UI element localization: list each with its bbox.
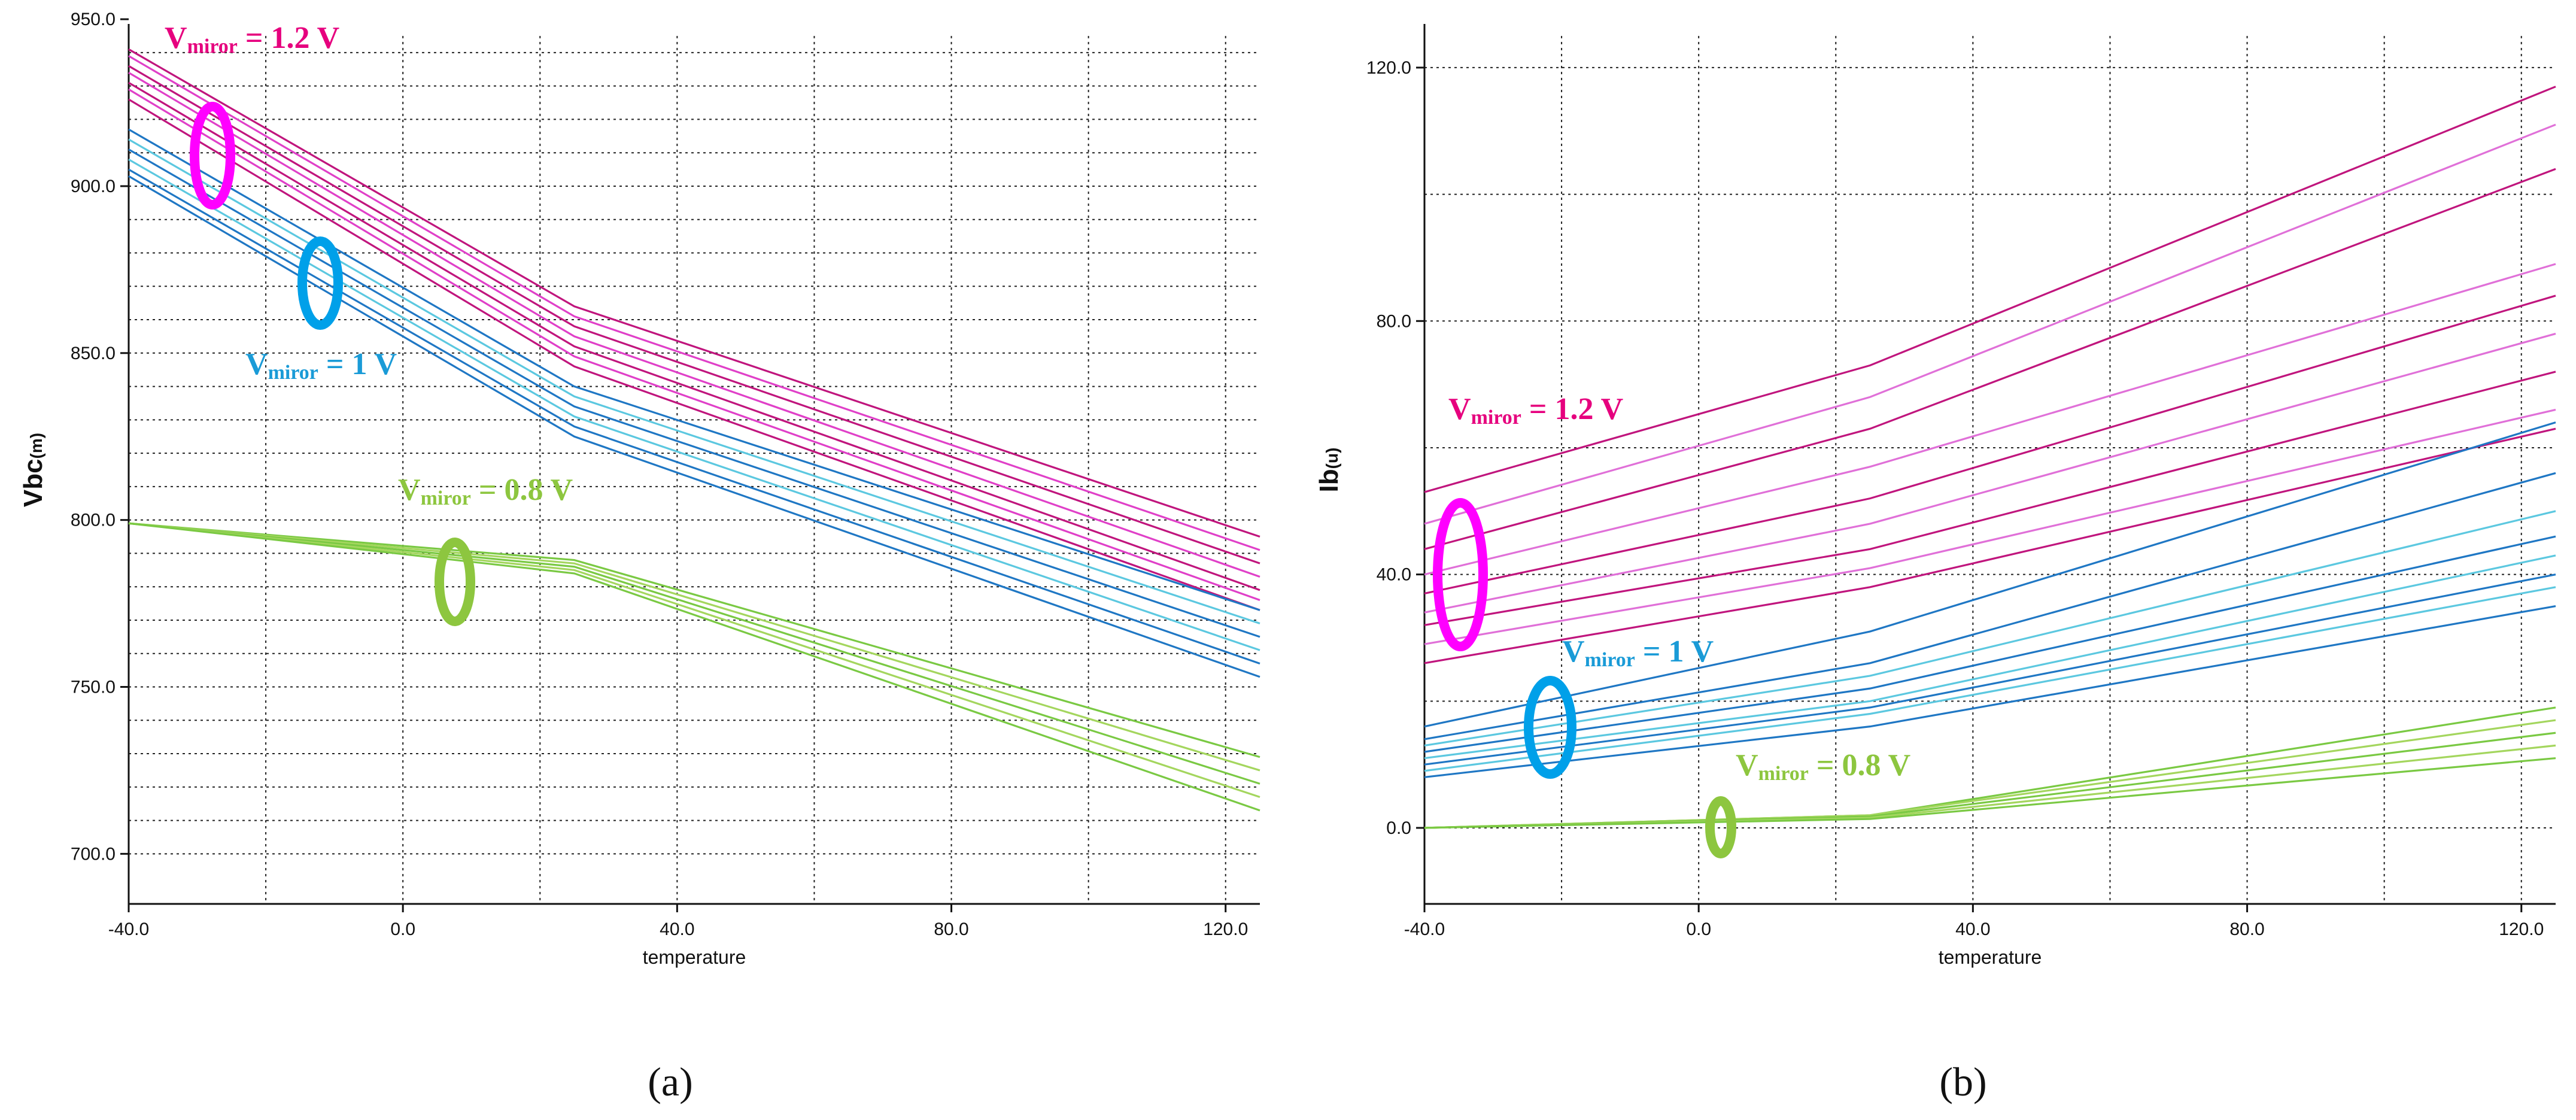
group-annotation: Vmiror = 1.2 V — [165, 21, 339, 57]
x-tick-label: 80.0 — [934, 919, 968, 939]
y-tick-label: 40.0 — [1377, 565, 1411, 585]
group-ellipse-marker — [190, 102, 235, 210]
annotation-rest: = 0.8 V — [1809, 748, 1910, 782]
series-line-group2-0 — [1424, 706, 2556, 829]
x-tick-label: 0.0 — [1686, 919, 1711, 939]
series-line-group0-0 — [128, 48, 1260, 538]
series-line-group0-6 — [128, 98, 1260, 611]
x-tick-label: 120.0 — [1203, 919, 1248, 939]
series-line-group0-6 — [1424, 371, 2556, 626]
annotation-main: V — [1736, 748, 1758, 782]
annotation-main: V — [1448, 392, 1471, 426]
series-lines — [1424, 86, 2556, 829]
group-annotation: Vmiror = 1.2 V — [1448, 392, 1623, 429]
series-line-group0-1 — [1424, 123, 2556, 525]
series-line-group2-0 — [128, 522, 1260, 758]
x-tick-label: 40.0 — [660, 919, 694, 939]
y-tick-label: 0.0 — [1386, 818, 1411, 838]
series-line-group1-4 — [128, 168, 1260, 664]
y-tick-label: 800.0 — [71, 511, 116, 530]
y-tick-label: 950.0 — [71, 10, 116, 29]
y-axis-label-unit: (m) — [27, 433, 45, 459]
chart-panel-a: 700.0 750.0 800.0 850.0 900.0 950.0 -40.0 0.0 40… — [19, 10, 1260, 968]
grid — [1424, 36, 2556, 904]
series-line-group0-8 — [1424, 427, 2556, 664]
series-line-group1-0 — [128, 128, 1260, 611]
group-annotation: Vmiror = 1 V — [1562, 635, 1714, 671]
series-line-group1-1 — [128, 138, 1260, 625]
series-line-group0-3 — [128, 71, 1260, 578]
y-axis-label-main: Vbc — [19, 459, 48, 507]
annotation-main: V — [398, 473, 421, 507]
x-axis-label: temperature — [1939, 946, 2042, 968]
series-line-group0-3 — [1424, 263, 2556, 576]
annotation-sub: miror — [268, 362, 318, 384]
series-line-group1-3 — [128, 158, 1260, 651]
annotation-rest: = 1.2 V — [238, 21, 339, 55]
y-axis-label: Ib(u) — [1314, 448, 1344, 493]
annotation-sub: miror — [421, 487, 471, 509]
x-tick-label: -40.0 — [108, 919, 149, 939]
series-line-group0-4 — [1424, 295, 2556, 594]
series-line-group1-0 — [1424, 421, 2556, 728]
y-tick-label: 850.0 — [71, 344, 116, 363]
annotation-main: V — [245, 347, 268, 381]
chart-panel-b: 0.0 40.0 80.0 120.0 -40.0 0.0 40.0 80.0 120.0 tem… — [1314, 24, 2556, 968]
annotation-main: V — [1562, 635, 1585, 669]
series-line-group1-1 — [1424, 472, 2556, 740]
series-line-group2-2 — [128, 522, 1260, 785]
panel-label: (b) — [1939, 1059, 1986, 1104]
series-lines — [128, 48, 1260, 812]
y-axis-label-main: Ib — [1314, 469, 1344, 492]
series-line-group1-7 — [1424, 605, 2556, 778]
series-line-group2-3 — [128, 522, 1260, 799]
annotation-sub: miror — [1471, 406, 1521, 429]
x-axis-label: temperature — [643, 946, 746, 968]
series-line-group0-2 — [128, 65, 1260, 564]
y-axis-label-unit: (u) — [1323, 448, 1341, 469]
group-annotation: Vmiror = 1 V — [245, 347, 397, 384]
series-line-group0-2 — [1424, 168, 2556, 550]
series-line-group0-7 — [1424, 408, 2556, 645]
annotation-rest: = 0.8 V — [471, 473, 573, 507]
y-tick-label: 900.0 — [71, 177, 116, 196]
series-line-group2-4 — [1424, 757, 2556, 829]
annotation-rest: = 1.2 V — [1521, 392, 1623, 426]
group-ellipse-marker — [1705, 796, 1736, 858]
y-axis-label: Vbc(m) — [19, 433, 48, 507]
series-line-group0-0 — [1424, 86, 2556, 493]
group-ellipse-marker — [435, 538, 475, 626]
x-tick-label: -40.0 — [1404, 919, 1445, 939]
series-line-group0-5 — [128, 88, 1260, 602]
x-tick-label: 0.0 — [390, 919, 415, 939]
series-line-group2-1 — [128, 522, 1260, 772]
y-tick-label: 120.0 — [1366, 58, 1411, 78]
group-ellipse-marker — [1524, 676, 1576, 779]
series-line-group0-5 — [1424, 332, 2556, 614]
group-annotation: Vmiror = 0.8 V — [398, 473, 573, 509]
series-line-group2-2 — [1424, 732, 2556, 829]
annotation-sub: miror — [187, 35, 238, 57]
series-line-group0-1 — [128, 55, 1260, 551]
annotation-sub: miror — [1758, 763, 1809, 785]
x-tick-label: 40.0 — [1955, 919, 1990, 939]
series-line-group0-4 — [128, 81, 1260, 591]
annotation-main: V — [165, 21, 187, 55]
annotation-sub: miror — [1585, 649, 1635, 671]
series-line-group1-2 — [128, 148, 1260, 638]
annotation-rest: = 1 V — [1635, 635, 1714, 669]
annotation-rest: = 1 V — [318, 347, 397, 381]
group-ellipse-marker — [297, 236, 343, 330]
y-tick-label: 80.0 — [1377, 311, 1411, 331]
series-line-group2-4 — [128, 522, 1260, 812]
group-annotation: Vmiror = 0.8 V — [1736, 748, 1910, 785]
x-tick-label: 120.0 — [2499, 919, 2544, 939]
y-tick-label: 700.0 — [71, 844, 116, 864]
group-ellipse-marker — [1433, 498, 1488, 651]
x-tick-label: 80.0 — [2229, 919, 2264, 939]
y-tick-label: 750.0 — [71, 678, 116, 697]
panel-label: (a) — [648, 1059, 692, 1104]
series-line-group1-5 — [128, 175, 1260, 678]
